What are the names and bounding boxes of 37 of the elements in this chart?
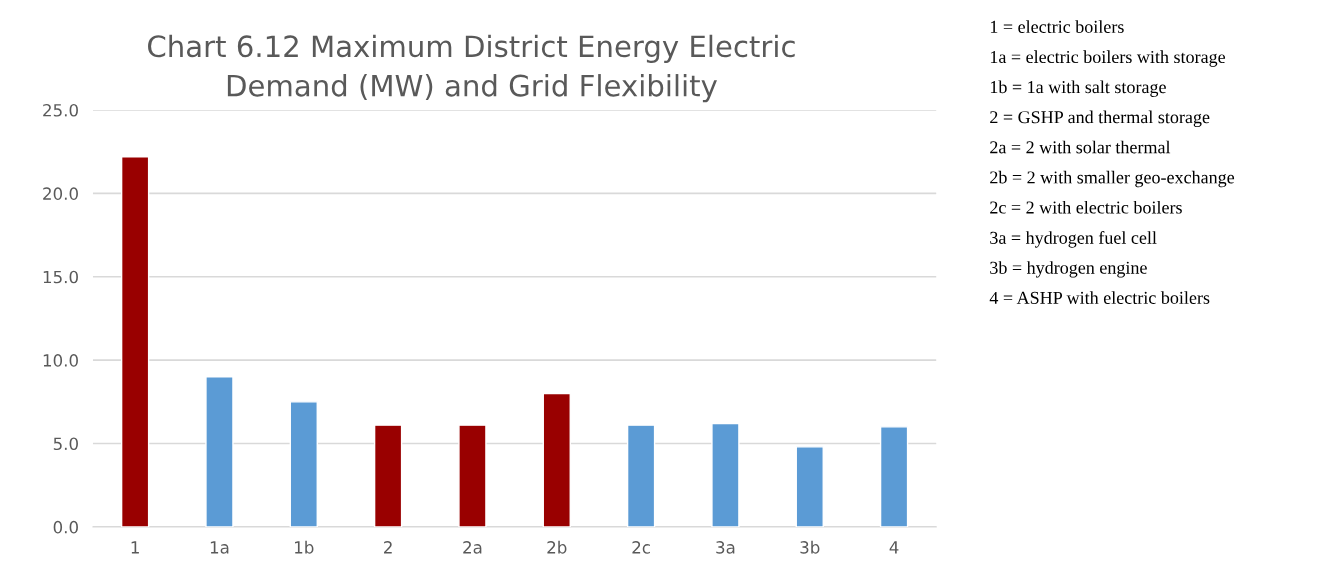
y-tick-label: 15.0 <box>43 270 78 284</box>
text: 4 = ASHP with electric boilers <box>989 291 1210 304</box>
text: 1b = 1a with salt storage <box>990 80 1166 97</box>
y-tick-label: 25.0 <box>43 103 78 117</box>
x-tick-label: 4 <box>889 541 899 554</box>
text: 3b = hydrogen engine <box>990 261 1147 278</box>
y-tick-label: 0.0 <box>53 520 78 534</box>
bar <box>879 426 909 527</box>
x-tick-label: 2 <box>384 541 392 554</box>
bar <box>542 392 571 527</box>
chart-title: Chart 6.12 Maximum District Energy Electric Demand (MW) and Grid Flexibility <box>148 34 795 103</box>
x-tick-label: 2a <box>463 541 482 554</box>
text: 2a = 2 with solar thermal <box>990 140 1171 154</box>
text: 1a = electric boilers with storage <box>990 50 1226 67</box>
x-tick-label: 1a <box>210 541 229 554</box>
text: 2c = 2 with electric boilers <box>990 200 1182 214</box>
y-tick-label: 20.0 <box>43 187 78 200</box>
text: 2 = GSHP and thermal storage <box>990 110 1210 128</box>
bar <box>626 424 656 527</box>
bar <box>205 376 234 527</box>
x-tick-label: 1b <box>295 540 314 554</box>
y-tick-label: 5.0 <box>53 437 78 451</box>
text: 1 = electric boilers <box>990 20 1124 33</box>
bar <box>711 422 740 527</box>
bar <box>458 424 487 527</box>
bar <box>120 156 150 527</box>
bar <box>289 401 318 527</box>
bar <box>795 446 824 527</box>
bar <box>373 424 403 527</box>
x-tick-label: 2b <box>547 540 567 554</box>
x-tick-label: 3a <box>716 541 735 554</box>
x-tick-label: 3b <box>800 540 820 554</box>
x-tick-label: 2c <box>632 541 650 554</box>
text: 3a = hydrogen fuel cell <box>990 231 1157 248</box>
x-tick-label: 1 <box>131 541 139 554</box>
y-tick-label: 10.0 <box>43 354 78 367</box>
text: 2b = 2 with smaller geo-exchange <box>990 170 1235 188</box>
